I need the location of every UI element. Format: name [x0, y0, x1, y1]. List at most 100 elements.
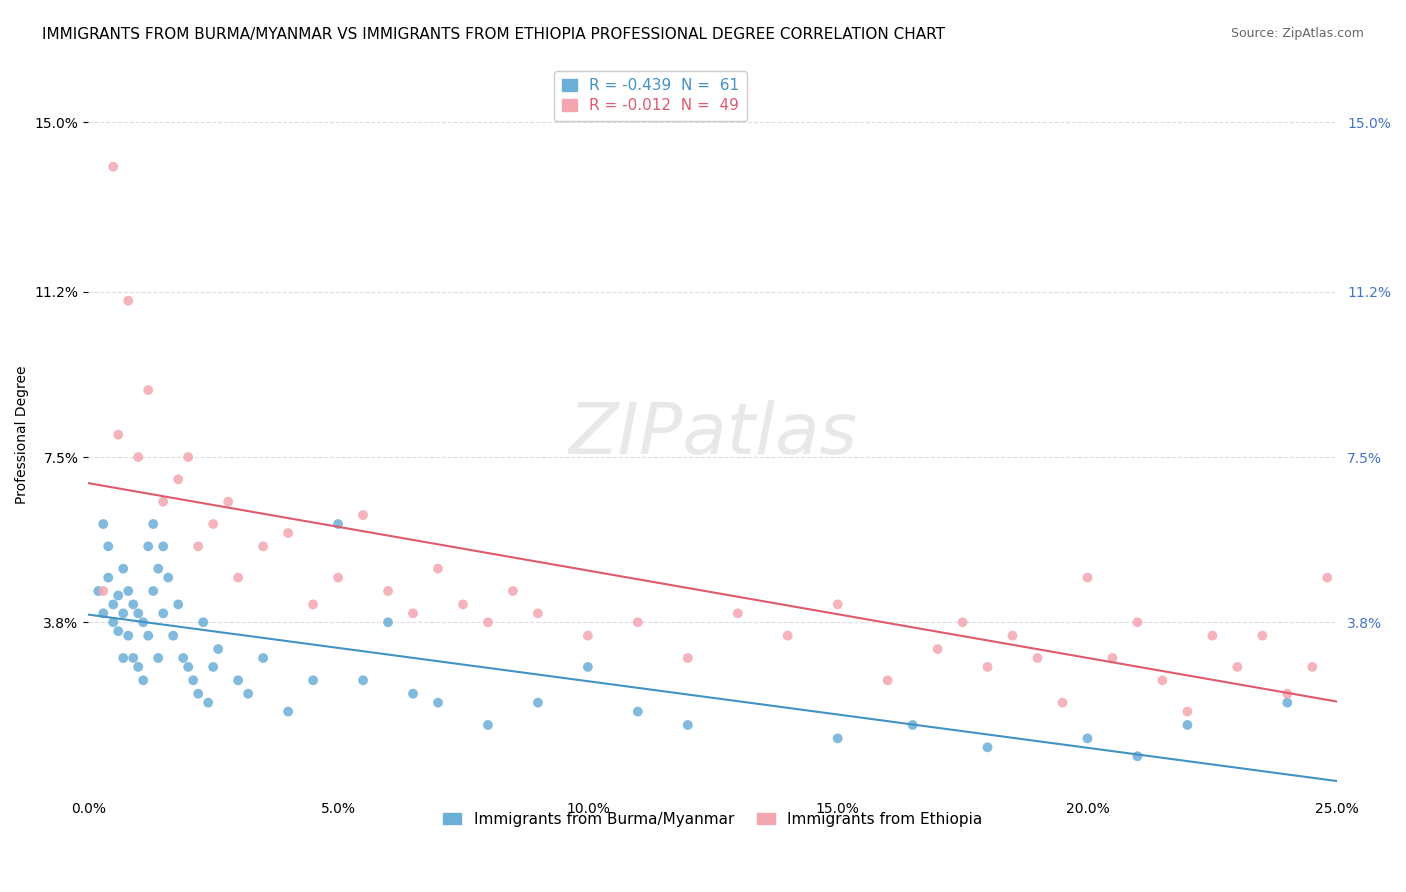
Point	[1126, 749, 1149, 764]
Point	[976, 740, 998, 755]
Point	[107, 427, 129, 442]
Point	[876, 673, 898, 688]
Point	[193, 615, 215, 630]
Point	[976, 660, 998, 674]
Point	[103, 598, 125, 612]
Point	[576, 629, 599, 643]
Point	[527, 696, 550, 710]
Point	[87, 584, 110, 599]
Point	[627, 615, 650, 630]
Point	[1316, 571, 1339, 585]
Point	[112, 562, 135, 576]
Point	[127, 607, 149, 621]
Point	[1076, 571, 1098, 585]
Point	[776, 629, 799, 643]
Point	[451, 598, 474, 612]
Point	[377, 615, 399, 630]
Point	[252, 539, 274, 553]
Point	[527, 607, 550, 621]
Point	[162, 629, 184, 643]
Point	[167, 598, 190, 612]
Point	[427, 562, 450, 576]
Point	[1026, 651, 1049, 665]
Point	[1177, 718, 1199, 732]
Text: ZIPatlas: ZIPatlas	[568, 401, 858, 469]
Point	[117, 293, 139, 308]
Point	[91, 607, 114, 621]
Point	[187, 539, 209, 553]
Point	[91, 516, 114, 531]
Point	[676, 651, 699, 665]
Point	[207, 642, 229, 657]
Point	[103, 615, 125, 630]
Point	[576, 660, 599, 674]
Point	[202, 660, 225, 674]
Point	[181, 673, 204, 688]
Point	[402, 607, 425, 621]
Point	[377, 584, 399, 599]
Point	[226, 571, 249, 585]
Point	[427, 696, 450, 710]
Point	[142, 516, 165, 531]
Point	[302, 673, 325, 688]
Point	[477, 615, 499, 630]
Point	[277, 705, 299, 719]
Point	[477, 718, 499, 732]
Point	[112, 607, 135, 621]
Point	[1052, 696, 1074, 710]
Point	[136, 629, 159, 643]
Point	[1001, 629, 1024, 643]
Point	[1152, 673, 1174, 688]
Point	[1277, 696, 1299, 710]
Point	[107, 589, 129, 603]
Point	[627, 705, 650, 719]
Point	[1277, 687, 1299, 701]
Point	[1126, 615, 1149, 630]
Point	[187, 687, 209, 701]
Point	[142, 584, 165, 599]
Point	[112, 651, 135, 665]
Point	[827, 598, 849, 612]
Y-axis label: Professional Degree: Professional Degree	[15, 366, 30, 504]
Point	[136, 539, 159, 553]
Point	[132, 673, 155, 688]
Text: Source: ZipAtlas.com: Source: ZipAtlas.com	[1230, 27, 1364, 40]
Point	[117, 584, 139, 599]
Point	[1076, 731, 1098, 746]
Point	[122, 598, 145, 612]
Point	[217, 494, 239, 508]
Point	[197, 696, 219, 710]
Text: IMMIGRANTS FROM BURMA/MYANMAR VS IMMIGRANTS FROM ETHIOPIA PROFESSIONAL DEGREE CO: IMMIGRANTS FROM BURMA/MYANMAR VS IMMIGRA…	[42, 27, 945, 42]
Point	[1226, 660, 1249, 674]
Point	[952, 615, 974, 630]
Point	[1301, 660, 1323, 674]
Point	[127, 660, 149, 674]
Point	[277, 525, 299, 540]
Point	[107, 624, 129, 639]
Legend: Immigrants from Burma/Myanmar, Immigrants from Ethiopia: Immigrants from Burma/Myanmar, Immigrant…	[436, 804, 990, 834]
Point	[226, 673, 249, 688]
Point	[1101, 651, 1123, 665]
Point	[177, 660, 200, 674]
Point	[97, 571, 120, 585]
Point	[132, 615, 155, 630]
Point	[148, 651, 170, 665]
Point	[727, 607, 749, 621]
Point	[136, 383, 159, 397]
Point	[152, 494, 174, 508]
Point	[1251, 629, 1274, 643]
Point	[97, 539, 120, 553]
Point	[177, 450, 200, 464]
Point	[152, 607, 174, 621]
Point	[172, 651, 194, 665]
Point	[202, 516, 225, 531]
Point	[676, 718, 699, 732]
Point	[152, 539, 174, 553]
Point	[302, 598, 325, 612]
Point	[167, 472, 190, 486]
Point	[502, 584, 524, 599]
Point	[827, 731, 849, 746]
Point	[326, 571, 349, 585]
Point	[122, 651, 145, 665]
Point	[236, 687, 259, 701]
